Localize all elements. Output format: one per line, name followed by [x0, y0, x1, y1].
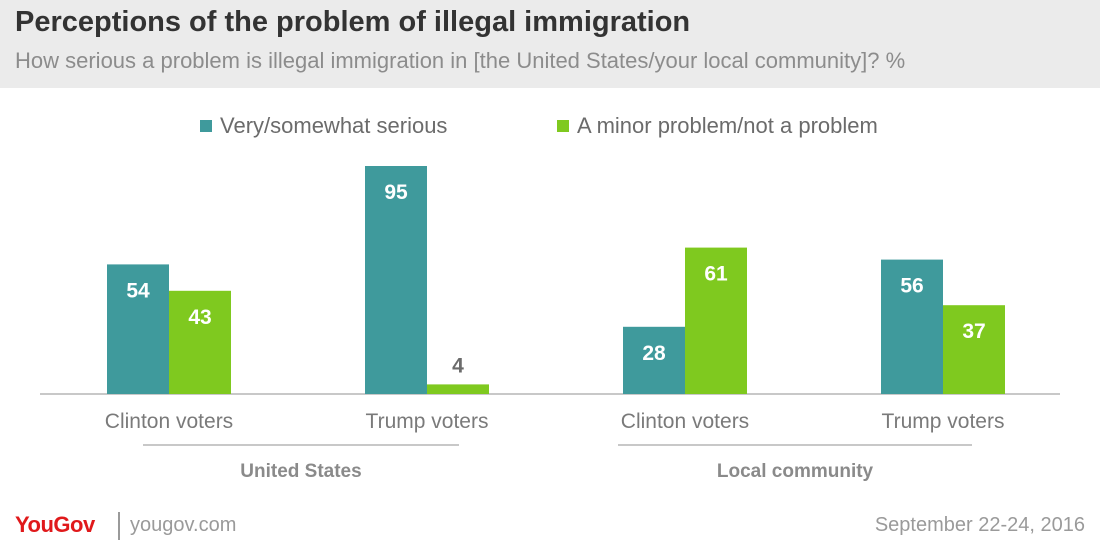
category-label-2: Clinton voters: [621, 410, 749, 433]
chart-title: Perceptions of the problem of illegal im…: [15, 6, 691, 38]
legend-label-minor: A minor problem/not a problem: [577, 113, 878, 138]
bar-serious-0: [107, 264, 169, 394]
chart-header: Perceptions of the problem of illegal im…: [0, 0, 1100, 88]
legend-label-serious: Very/somewhat serious: [220, 113, 448, 138]
bar-serious-2: [623, 326, 685, 394]
bar-minor-3: [943, 305, 1005, 394]
category-label-1: Trump voters: [366, 410, 489, 433]
data-label-minor-2: 61: [704, 263, 728, 286]
bar-minor-0: [169, 290, 231, 394]
data-label-minor-1: 4: [452, 354, 464, 377]
data-label-serious-2: 28: [642, 342, 666, 365]
data-label-minor-0: 43: [188, 306, 211, 329]
legend-item-minor: A minor problem/not a problem: [557, 113, 878, 139]
data-label-minor-3: 37: [962, 320, 985, 343]
bar-serious-1: [365, 166, 427, 394]
data-label-serious-1: 95: [384, 181, 408, 204]
legend-swatch-minor: [557, 120, 569, 132]
data-label-serious-3: 56: [900, 275, 923, 298]
bar-minor-2: [685, 247, 747, 394]
category-label-3: Trump voters: [882, 410, 1005, 433]
bar-serious-3: [881, 259, 943, 394]
data-label-serious-0: 54: [126, 279, 150, 302]
footer-site: yougov.com: [130, 514, 237, 536]
bar-minor-1: [427, 384, 489, 394]
yougov-logo: YouGov: [15, 512, 95, 537]
footer-divider: [118, 512, 120, 540]
group-label-1: Local community: [717, 461, 874, 482]
category-label-0: Clinton voters: [105, 410, 233, 433]
chart-subtitle: How serious a problem is illegal immigra…: [15, 48, 906, 73]
group-label-0: United States: [240, 461, 361, 482]
legend-item-serious: Very/somewhat serious: [200, 113, 447, 139]
legend-swatch-serious: [200, 120, 212, 132]
footer-date: September 22-24, 2016: [874, 514, 1085, 536]
